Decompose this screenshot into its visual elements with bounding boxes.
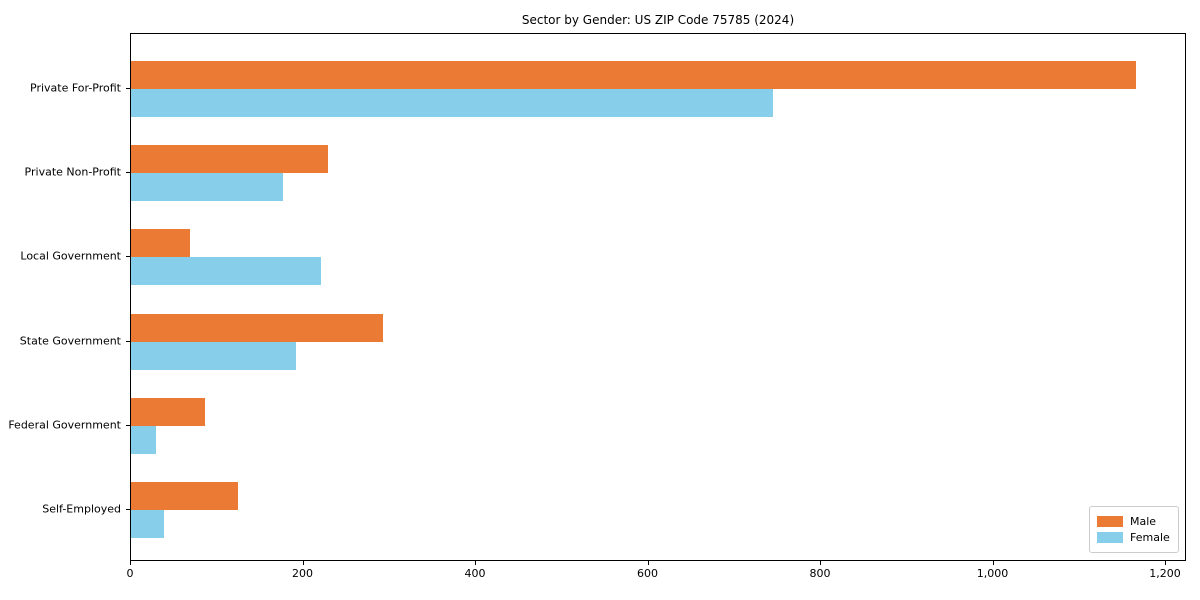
bar-male-private-non-profit <box>131 145 328 174</box>
bar-female-state-government <box>131 341 296 370</box>
y-tick-label: Private Non-Profit <box>24 165 121 179</box>
x-tick-mark <box>130 561 131 565</box>
bar-female-local-government <box>131 257 321 286</box>
x-tick-mark <box>992 561 994 565</box>
x-tick-label: 1,200 <box>1149 567 1181 580</box>
x-tick-label: 800 <box>809 567 831 580</box>
plot-area <box>130 33 1186 561</box>
x-tick-label: 600 <box>637 567 658 580</box>
y-tick-label: Self-Employed <box>42 502 121 516</box>
bar-male-federal-government <box>131 397 205 426</box>
x-tick-mark <box>475 561 476 565</box>
y-tick-label: State Government <box>19 334 121 348</box>
y-tick-mark <box>126 256 130 258</box>
x-tick-mark <box>1165 561 1166 565</box>
legend-label-male: Male <box>1130 515 1157 528</box>
bar-female-federal-government <box>131 425 156 454</box>
y-tick-mark <box>126 88 130 89</box>
y-tick-mark <box>126 340 130 342</box>
x-tick-mark <box>647 561 649 565</box>
y-tick-label: Federal Government <box>8 418 121 432</box>
legend-entry-female: Female <box>1097 532 1178 543</box>
bar-female-self-employed <box>131 510 164 538</box>
y-tick-label: Private For-Profit <box>30 81 121 95</box>
legend-label-female: Female <box>1130 531 1170 544</box>
x-tick-mark <box>820 561 821 565</box>
x-tick-label: 0 <box>126 567 134 580</box>
y-tick-mark <box>126 424 130 426</box>
bar-male-local-government <box>131 229 190 258</box>
y-tick-mark <box>126 172 130 174</box>
bar-male-self-employed <box>131 482 238 510</box>
x-tick-mark <box>302 561 304 565</box>
y-tick-mark <box>126 509 130 510</box>
male-series-swatch <box>1097 516 1123 527</box>
bar-female-private-for-profit <box>131 89 773 117</box>
bar-female-private-non-profit <box>131 173 283 202</box>
chart-title: Sector by Gender: US ZIP Code 75785 (202… <box>521 13 795 27</box>
legend-entry-male: Male <box>1097 516 1178 527</box>
bar-male-state-government <box>131 313 383 342</box>
x-tick-label: 200 <box>292 567 313 580</box>
x-tick-label: 1,000 <box>976 567 1009 580</box>
x-tick-label: 400 <box>464 567 486 580</box>
bar-male-private-for-profit <box>131 61 1136 89</box>
female-series-swatch <box>1097 532 1123 543</box>
y-tick-label: Local Government <box>20 249 121 263</box>
legend: Male Female <box>1089 506 1179 553</box>
